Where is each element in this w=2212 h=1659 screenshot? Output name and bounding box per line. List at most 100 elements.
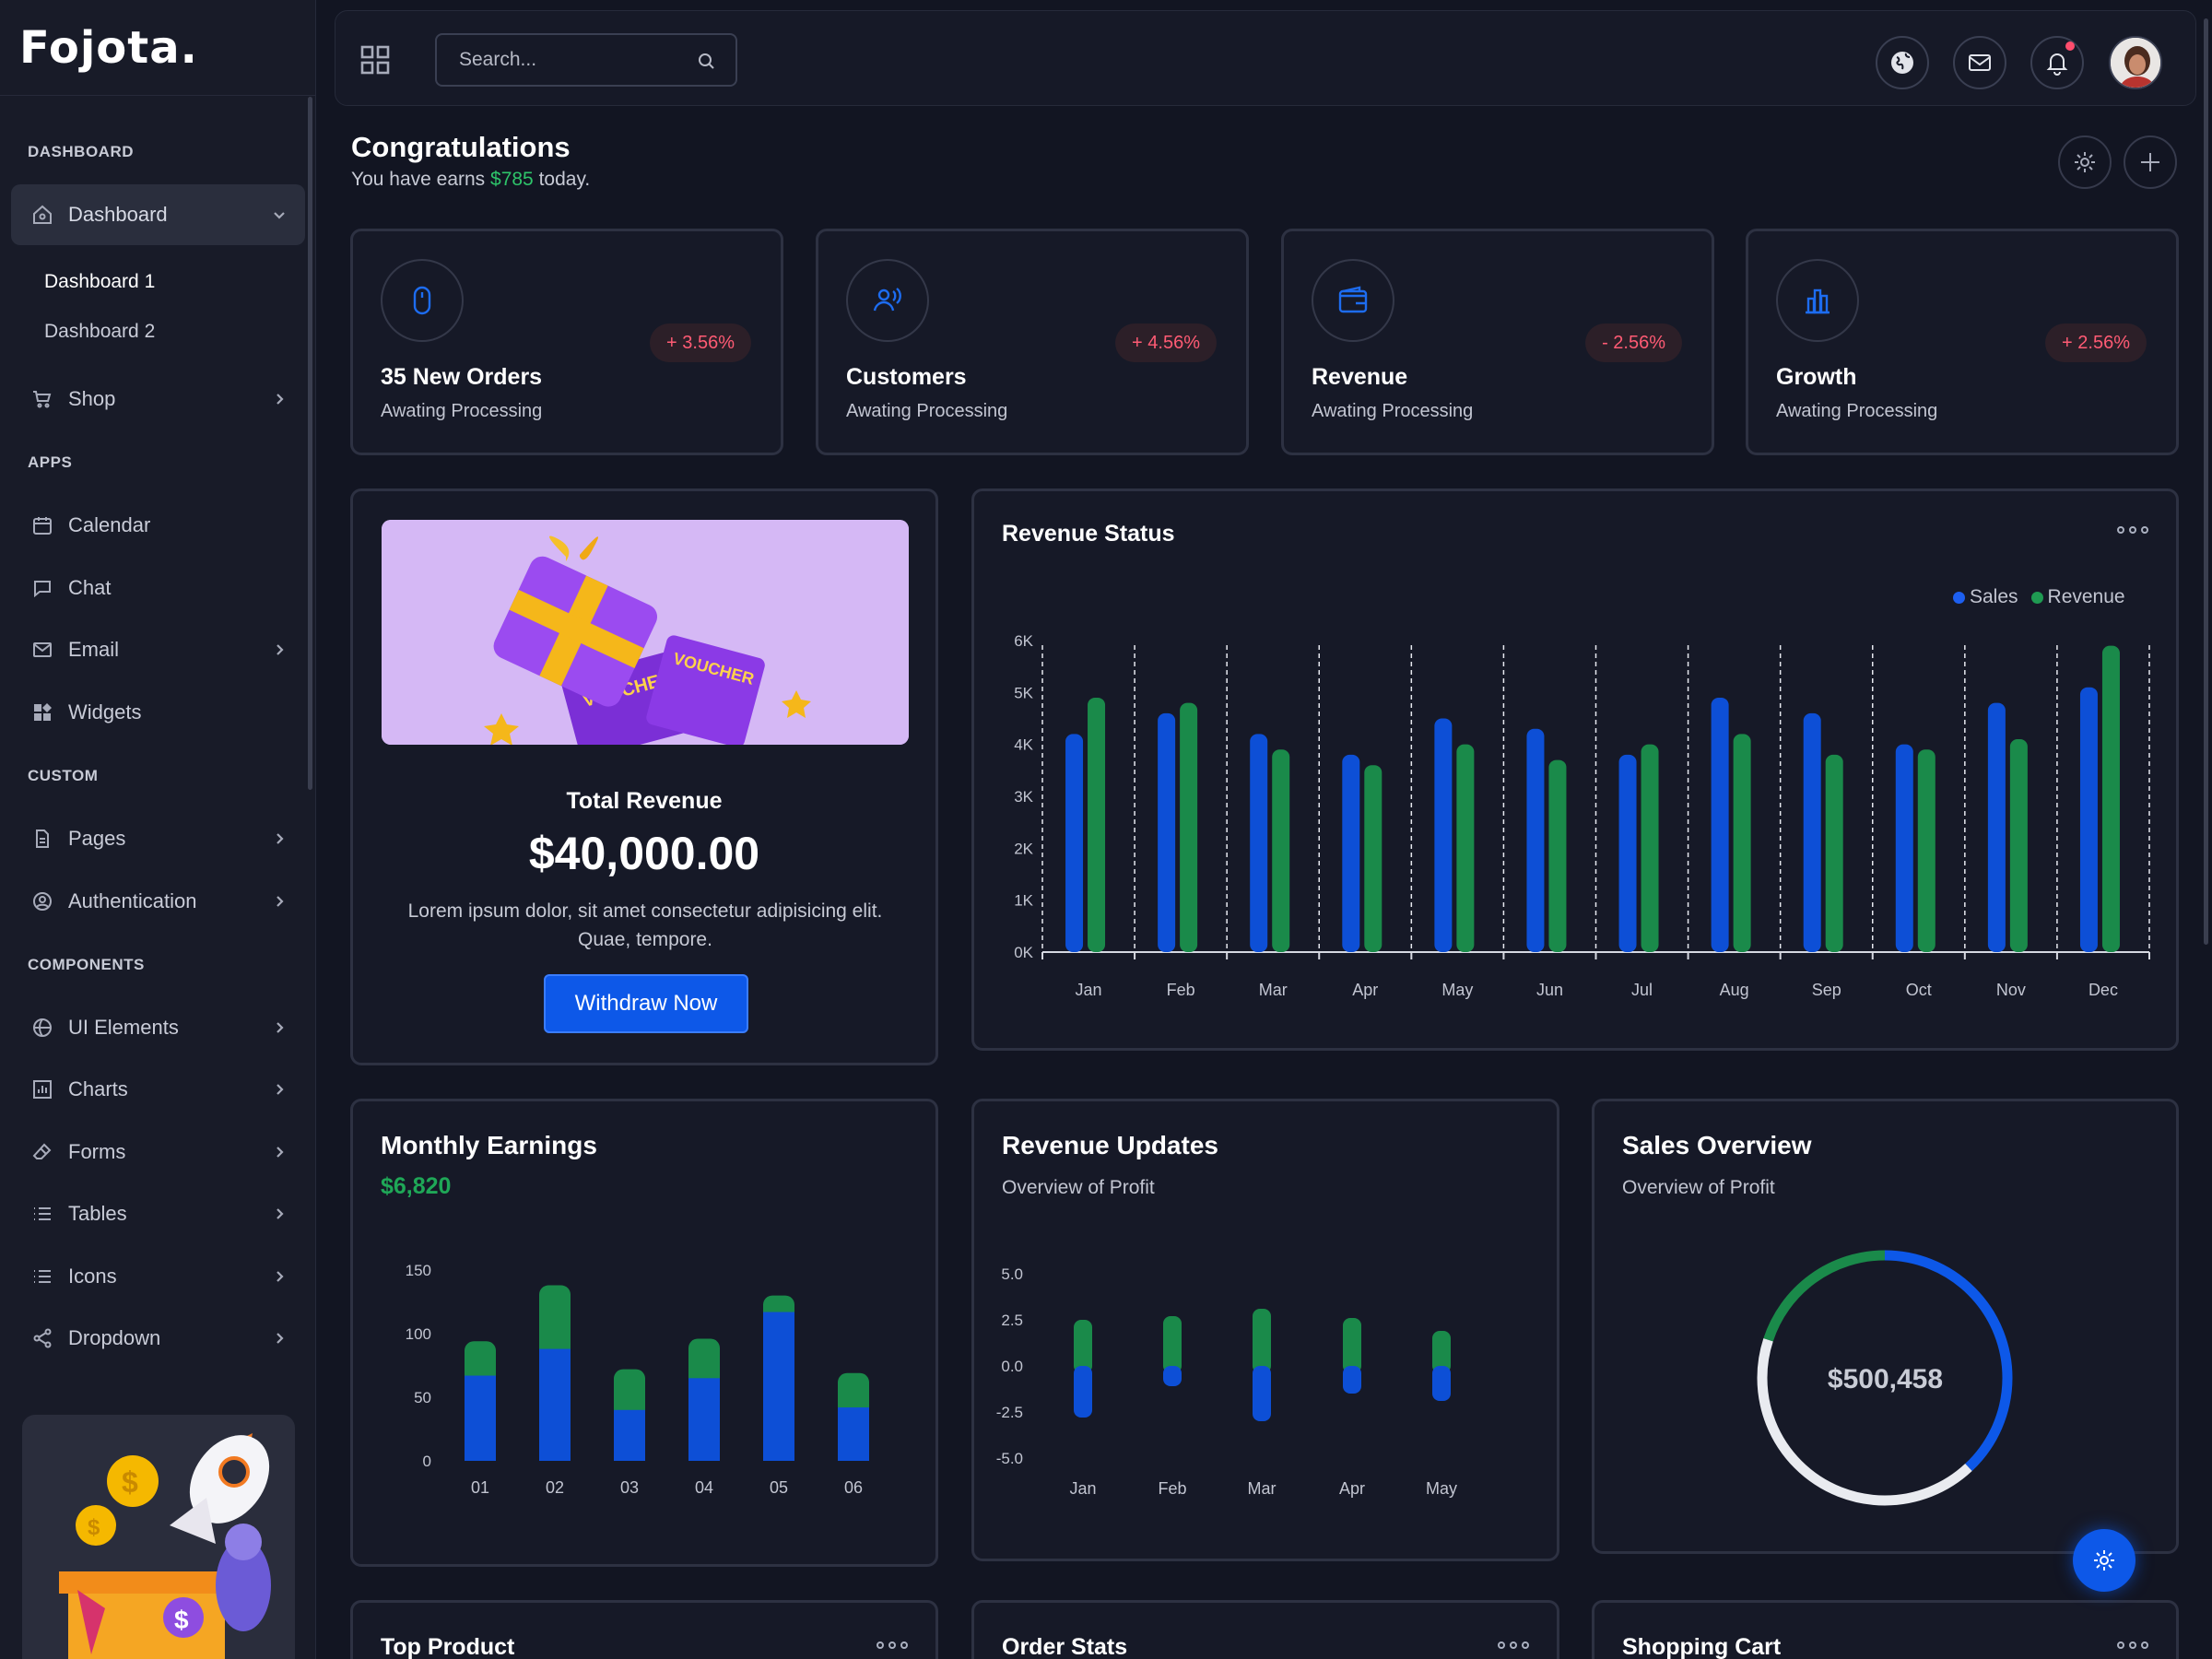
sidebar-item-label: Charts: [68, 1077, 128, 1100]
language-button[interactable]: [1876, 36, 1929, 89]
rocket-illustration: $ $ $: [59, 1433, 271, 1659]
y-tick-label: -2.5: [996, 1404, 1023, 1421]
notifications-button[interactable]: [2030, 36, 2084, 89]
stat-subtitle: Awating Processing: [1776, 401, 1938, 421]
revenue-updates-card: Revenue Updates Overview of Profit 5.0 2.…: [971, 1099, 1559, 1561]
sidebar-item-shop[interactable]: Shop: [11, 369, 305, 429]
sidebar-item-tables[interactable]: Tables: [11, 1183, 305, 1244]
sidebar-subitem-dashboard-2[interactable]: Dashboard 2: [44, 321, 156, 342]
x-tick-label: 05: [770, 1478, 788, 1497]
sidebar-item-email[interactable]: Email: [11, 619, 305, 680]
sidebar-scrollbar[interactable]: [308, 97, 312, 790]
chevron-right-icon: [270, 892, 288, 911]
stat-subtitle: Awating Processing: [381, 401, 543, 421]
y-tick-label: 50: [414, 1389, 431, 1406]
sidebar-item-forms[interactable]: Forms: [11, 1122, 305, 1182]
search-input[interactable]: [459, 49, 680, 71]
bar-revenue: [1088, 697, 1106, 952]
top-header: [335, 10, 2196, 106]
card-title: Shopping Cart: [1622, 1634, 1782, 1659]
sidebar-item-authentication[interactable]: Authentication: [11, 871, 305, 932]
bar-chart-icon: [1776, 259, 1859, 342]
bell-icon: [2044, 50, 2070, 76]
sidebar-item-icons[interactable]: Icons: [11, 1246, 305, 1307]
shopping-cart-card: Shopping Cart: [1592, 1600, 2179, 1659]
bar-sales: [1711, 697, 1729, 952]
stat-card-revenue[interactable]: - 2.56% Revenue Awating Processing: [1281, 229, 1714, 455]
chevron-right-icon: [270, 1205, 288, 1223]
stat-title: Customers: [846, 364, 967, 390]
y-tick-label: 2K: [1014, 840, 1033, 857]
sidebar-item-pages[interactable]: Pages: [11, 808, 305, 869]
page-scrollbar[interactable]: [2204, 18, 2208, 945]
bar-sales: [1987, 702, 2006, 952]
sidebar-item-widgets[interactable]: Widgets: [11, 682, 305, 743]
card-title: Sales Overview: [1622, 1131, 1812, 1159]
status-badge: + 4.56%: [1115, 324, 1217, 362]
withdraw-button[interactable]: Withdraw Now: [544, 974, 748, 1033]
sidebar-item-label: Calendar: [68, 513, 151, 536]
messages-button[interactable]: [1953, 36, 2006, 89]
mouse-icon: [381, 259, 464, 342]
sidebar-item-label: Chat: [68, 576, 112, 599]
page-title: Congratulations: [351, 131, 571, 163]
search-icon[interactable]: [697, 52, 715, 70]
bar-revenue: [1272, 749, 1290, 952]
stat-title: Revenue: [1312, 364, 1408, 390]
donut-center-value: $500,458: [1827, 1364, 1944, 1394]
stat-card-customers[interactable]: + 4.56% Customers Awating Processing: [816, 229, 1249, 455]
more-options-icon[interactable]: [2117, 1641, 2148, 1651]
monthly-earnings-card: Monthly Earnings $6,820 0 50 100 150 01 02 03 0…: [350, 1099, 938, 1567]
chevron-right-icon: [270, 1329, 288, 1347]
more-options-icon[interactable]: [1498, 1641, 1529, 1651]
sidebar-item-label: Icons: [68, 1265, 117, 1288]
section-dashboard: DASHBOARD: [28, 143, 134, 160]
bar-segment-positive: [1074, 1320, 1092, 1373]
bar-segment-positive: [1343, 1318, 1361, 1373]
bar-segment-negative: [1253, 1366, 1271, 1421]
bar-sales: [2079, 687, 2098, 952]
x-tick-label: Apr: [1339, 1479, 1365, 1498]
section-custom: CUSTOM: [28, 767, 99, 784]
sidebar-item-label: Forms: [68, 1140, 126, 1163]
more-options-icon[interactable]: [2117, 526, 2148, 535]
sidebar-item-ui-elements[interactable]: UI Elements: [11, 997, 305, 1058]
sidebar-item-chat[interactable]: Chat: [11, 558, 305, 618]
section-components: COMPONENTS: [28, 956, 145, 973]
x-tick-label: Jan: [1069, 1479, 1096, 1498]
plus-icon: [2138, 150, 2162, 174]
status-badge: - 2.56%: [1585, 324, 1682, 362]
sidebar-item-charts[interactable]: Charts: [11, 1059, 305, 1120]
more-options-icon[interactable]: [877, 1641, 908, 1651]
y-tick-label: 5.0: [1001, 1265, 1023, 1283]
total-revenue-label: Total Revenue: [566, 788, 723, 814]
x-tick-label: 02: [546, 1478, 564, 1497]
card-title: Top Product: [381, 1634, 515, 1659]
stat-card-growth[interactable]: + 2.56% Growth Awating Processing: [1746, 229, 2179, 455]
earned-amount: $785: [490, 169, 534, 190]
subtitle-prefix: You have earns: [351, 169, 491, 190]
settings-fab[interactable]: [2073, 1529, 2136, 1592]
y-tick-label: 1K: [1014, 892, 1033, 910]
bar-sales: [1895, 744, 1913, 952]
y-tick-label: 100: [406, 1325, 431, 1343]
wallet-icon: [1312, 259, 1394, 342]
add-button[interactable]: [2124, 135, 2177, 189]
app-logo[interactable]: Fojota.: [0, 0, 315, 96]
svg-text:$: $: [174, 1606, 189, 1634]
sidebar-item-dropdown[interactable]: Dropdown: [11, 1308, 305, 1369]
list-icon: [29, 1264, 55, 1289]
settings-button[interactable]: [2058, 135, 2112, 189]
bar-revenue: [1180, 702, 1198, 952]
bar-sales: [1250, 734, 1268, 952]
stat-card-orders[interactable]: + 3.56% 35 New Orders Awating Processing: [350, 229, 783, 455]
y-tick-label: 150: [406, 1262, 431, 1279]
sidebar-item-calendar[interactable]: Calendar: [11, 495, 305, 556]
sidebar-item-dashboard[interactable]: Dashboard: [11, 184, 305, 245]
grid-icon[interactable]: [359, 44, 391, 76]
x-tick-label: Mar: [1248, 1479, 1277, 1498]
avatar[interactable]: [2109, 36, 2162, 89]
sidebar-subitem-dashboard-1[interactable]: Dashboard 1: [44, 271, 156, 292]
section-apps: APPS: [28, 453, 73, 471]
bar-sales: [1803, 712, 1821, 952]
